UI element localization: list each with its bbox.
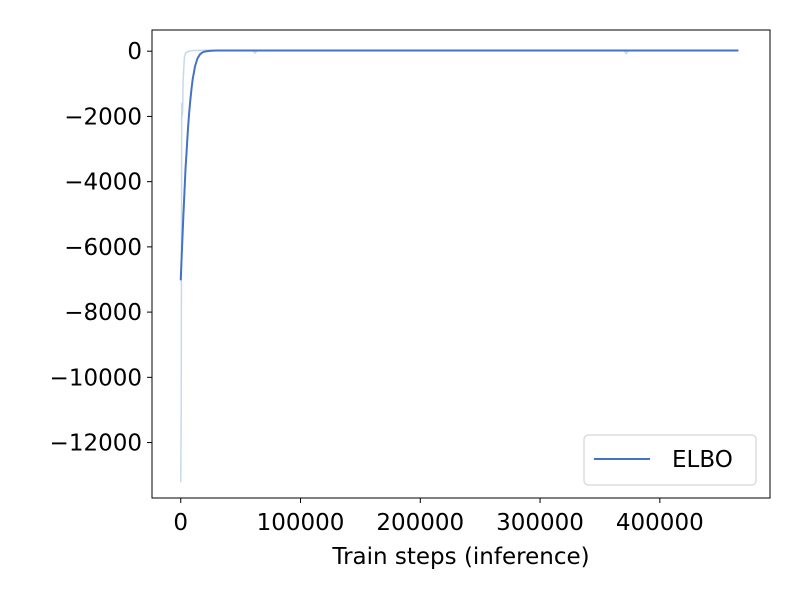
- x-tick-label: 200000: [376, 510, 464, 536]
- x-axis-label: Train steps (inference): [331, 544, 589, 570]
- series-layer: [179, 49, 739, 483]
- y-tick-label: −10000: [50, 365, 142, 391]
- y-tick-label: −4000: [64, 170, 142, 196]
- x-tick-label: 100000: [257, 510, 345, 536]
- y-tick-label: −6000: [64, 235, 142, 261]
- plot-frame: [151, 29, 771, 499]
- x-axis: 0 100000 200000 300000 400000: [173, 498, 704, 536]
- x-tick-label: 0: [173, 510, 188, 536]
- legend: ELBO: [583, 434, 757, 486]
- x-tick-label: 400000: [616, 510, 704, 536]
- x-tick-label: 300000: [496, 510, 584, 536]
- legend-label-elbo: ELBO: [672, 447, 733, 473]
- legend-box: [583, 434, 757, 486]
- y-axis: 0 −2000 −4000 −6000 −8000 −10000 −12000: [50, 39, 152, 457]
- y-tick-label: −12000: [50, 431, 142, 457]
- y-tick-label: −8000: [64, 300, 142, 326]
- y-tick-label: −2000: [64, 104, 142, 130]
- series-line-smoothed: [179, 49, 739, 281]
- y-tick-label: 0: [127, 39, 142, 65]
